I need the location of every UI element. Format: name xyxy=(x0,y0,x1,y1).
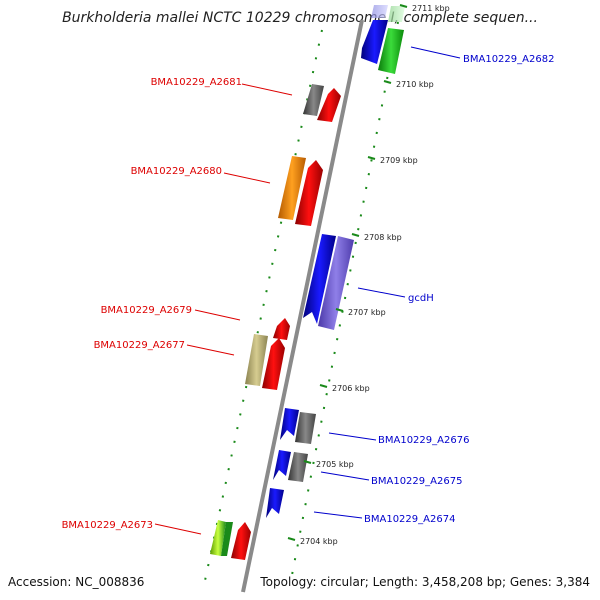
gene-label[interactable]: BMA10229_A2677 xyxy=(94,340,185,351)
accession-text: Accession: NC_008836 xyxy=(8,575,145,589)
gene-features xyxy=(210,5,405,560)
tick-label: 2710 kbp xyxy=(396,80,434,89)
gene-arrow[interactable] xyxy=(278,156,306,220)
gene-arrow[interactable] xyxy=(361,20,388,64)
leader-lines xyxy=(154,46,461,535)
outer-guide-line xyxy=(291,21,399,576)
gene-arrow[interactable] xyxy=(266,488,284,518)
tick-mark xyxy=(287,537,296,541)
gene-arrow[interactable] xyxy=(245,334,268,386)
gene-label[interactable]: BMA10229_A2679 xyxy=(101,305,192,316)
tick-mark xyxy=(367,156,376,160)
topology-summary: Topology: circular; Length: 3,458,208 bp… xyxy=(260,575,590,589)
gene-arrow[interactable] xyxy=(371,5,388,18)
tick-label: 2711 kbp xyxy=(412,4,450,13)
gene-arrow[interactable] xyxy=(318,236,354,330)
gene-label[interactable]: BMA10229_A2680 xyxy=(131,166,222,177)
gene-label[interactable]: BMA10229_A2681 xyxy=(151,77,242,88)
tick-mark xyxy=(383,80,392,84)
tick-mark xyxy=(399,4,408,8)
gene-arrow[interactable] xyxy=(280,408,299,440)
gene-label[interactable]: gcdH xyxy=(408,293,434,304)
gene-arrow[interactable] xyxy=(295,412,316,444)
gene-label[interactable]: BMA10229_A2673 xyxy=(62,520,153,531)
tick-label: 2708 kbp xyxy=(364,233,402,242)
gene-arrow[interactable] xyxy=(317,88,341,122)
tick-mark xyxy=(351,233,360,237)
gene-arrow[interactable] xyxy=(388,6,405,22)
gene-arrow[interactable] xyxy=(273,318,290,340)
gene-arrow[interactable] xyxy=(210,520,226,556)
gene-label[interactable]: BMA10229_A2682 xyxy=(463,54,554,65)
gene-label[interactable]: BMA10229_A2674 xyxy=(364,514,455,525)
gene-arrow[interactable] xyxy=(288,452,308,482)
chromosome-backbone xyxy=(241,19,364,593)
gene-arrow[interactable] xyxy=(273,450,291,480)
gene-arrow[interactable] xyxy=(231,522,251,560)
tick-mark xyxy=(303,460,312,464)
inner-guide-line xyxy=(202,29,323,591)
gene-label[interactable]: BMA10229_A2676 xyxy=(378,435,469,446)
map-title: Burkholderia mallei NCTC 10229 chromosom… xyxy=(62,10,538,26)
gene-arrow[interactable] xyxy=(221,522,233,556)
scale-ticks: 2711 kbp 2710 kbp 2709 kbp 2708 kbp 2707 kbp… xyxy=(287,4,450,546)
tick-mark xyxy=(319,384,328,388)
tick-label: 2706 kbp xyxy=(332,384,370,393)
tick-label: 2709 kbp xyxy=(380,156,418,165)
tick-label: 2707 kbp xyxy=(348,308,386,317)
gene-arrow[interactable] xyxy=(303,84,324,116)
gene-arrow[interactable] xyxy=(262,338,285,390)
tick-label: 2705 kbp xyxy=(316,460,354,469)
tick-label: 2704 kbp xyxy=(300,537,338,546)
gene-arrow[interactable] xyxy=(303,234,336,324)
tick-mark xyxy=(335,308,344,312)
gene-label[interactable]: BMA10229_A2675 xyxy=(371,476,462,487)
gene-arrow[interactable] xyxy=(295,160,323,226)
gene-arrow[interactable] xyxy=(378,28,404,74)
gene-labels: BMA10229_A2682 BMA10229_A2681 BMA10229_A… xyxy=(62,54,555,531)
